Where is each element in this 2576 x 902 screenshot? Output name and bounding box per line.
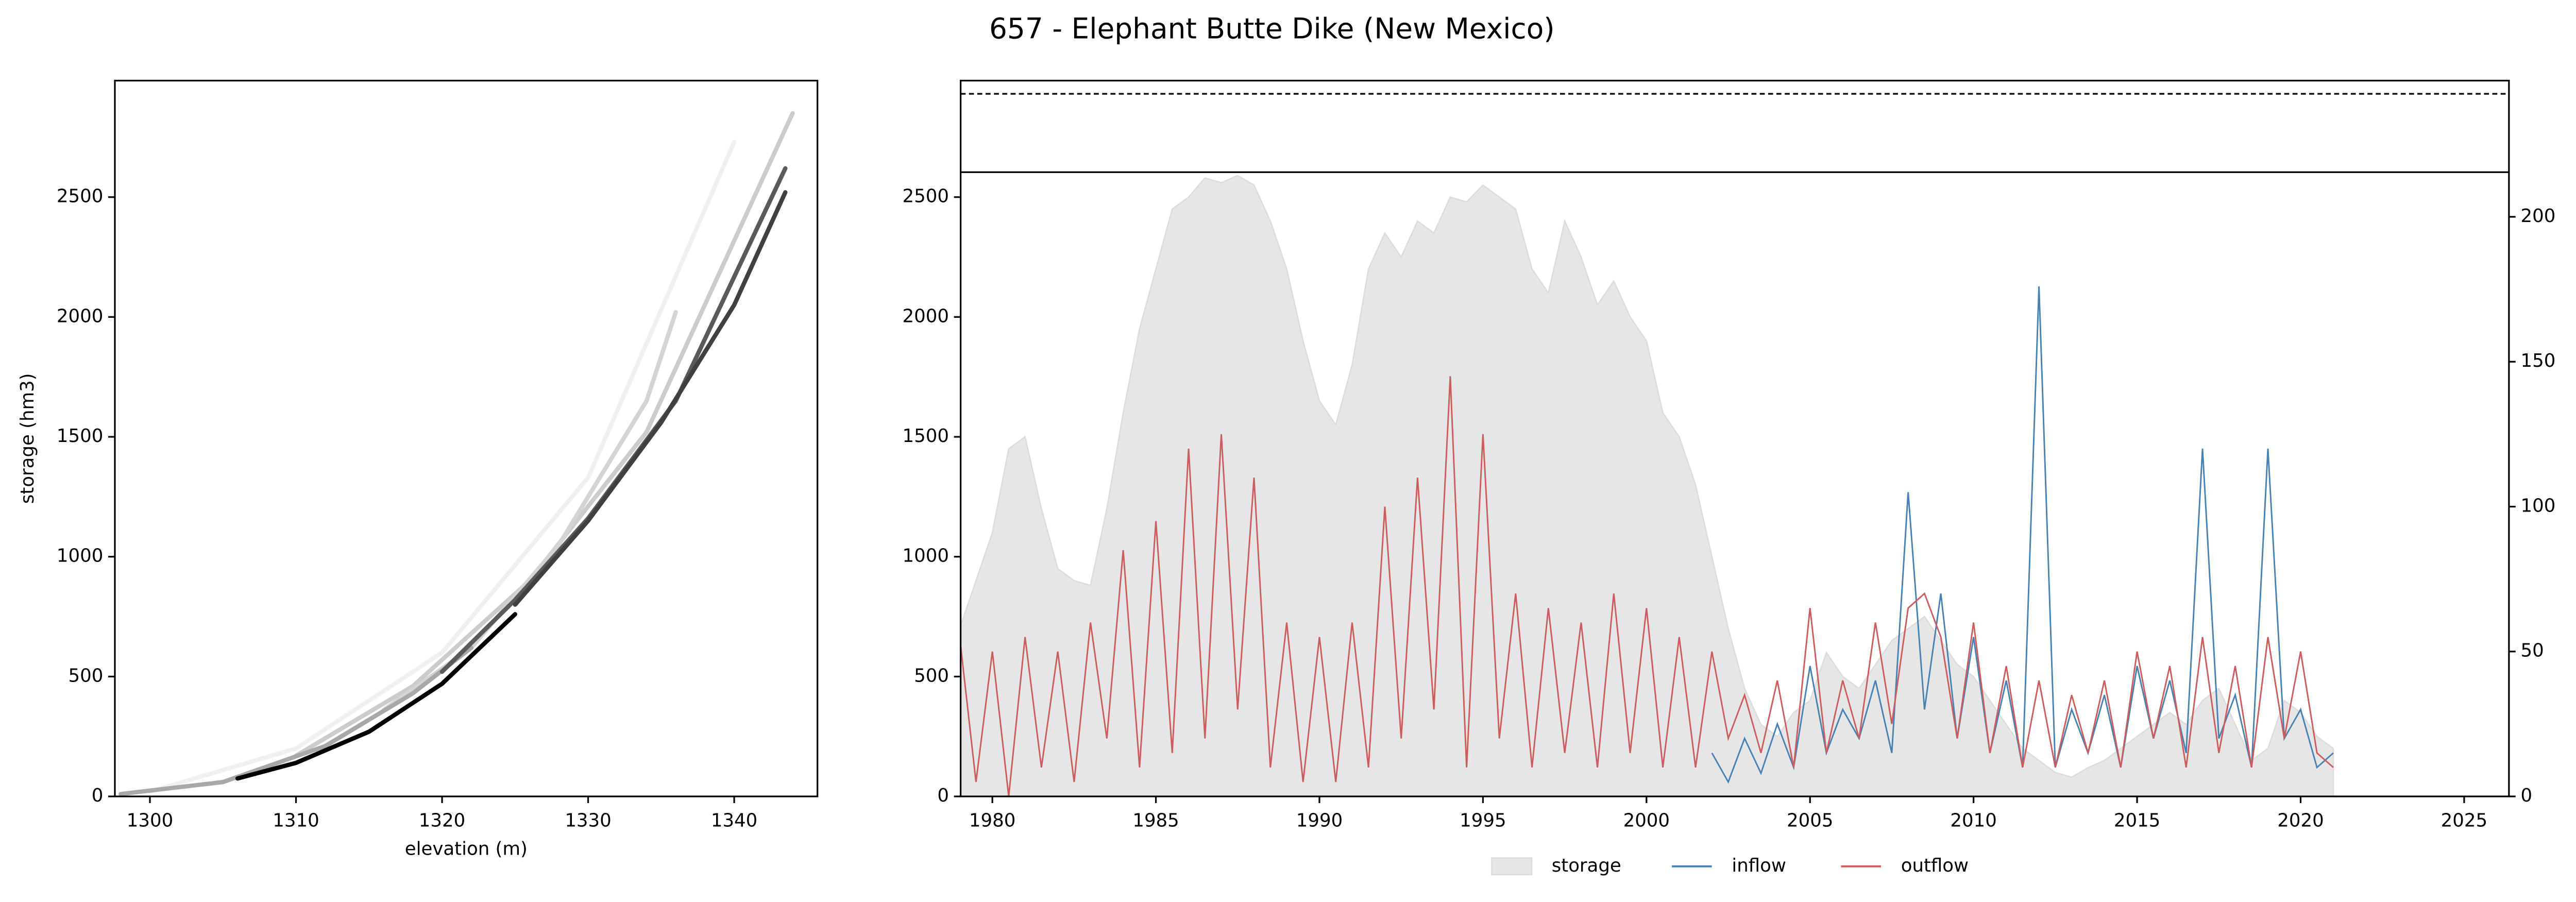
legend-label: inflow (1732, 855, 1786, 876)
y2-tick-label: 50 (2520, 640, 2544, 661)
y-axis-label: storage (hm3) (17, 373, 38, 504)
y-tick-label: 2500 (57, 186, 103, 207)
x-tick-label: 2005 (1787, 810, 1833, 831)
x-tick-label: 1300 (127, 810, 173, 831)
x-tick-label: 1320 (419, 810, 465, 831)
legend-swatch (1491, 857, 1533, 876)
y-tick-label: 500 (914, 665, 949, 686)
x-tick-label: 2000 (1623, 810, 1670, 831)
x-tick-label: 1310 (273, 810, 319, 831)
x-tick-label: 1330 (565, 810, 611, 831)
plot-area (118, 111, 795, 796)
x-tick-label: 2025 (2441, 810, 2487, 831)
storage-area (960, 175, 2334, 797)
x-tick-label: 2010 (1950, 810, 1996, 831)
y2-axis-label: flow (m3/s) (2574, 387, 2576, 490)
flow-line (960, 376, 2334, 797)
y-tick-label: 0 (937, 785, 949, 806)
legend-label: outflow (1901, 855, 1969, 876)
x-tick-label: 2015 (2114, 810, 2160, 831)
x-tick-label: 1340 (711, 810, 757, 831)
y-tick-label: 1500 (57, 426, 103, 447)
curve (118, 645, 473, 796)
x-tick-label: 1980 (969, 810, 1015, 831)
y-tick-label: 500 (69, 665, 104, 686)
y-tick-label: 1000 (903, 546, 949, 567)
figure-title: 657 - Elephant Butte Dike (New Mexico) (989, 12, 1555, 45)
y-tick-label: 2000 (57, 305, 103, 327)
x-tick-label: 2020 (2277, 810, 2324, 831)
y-tick-label: 2500 (903, 186, 949, 207)
axes-frame (114, 79, 819, 797)
x-axis-label: elevation (m) (405, 838, 528, 859)
x-tick-label: 1995 (1460, 810, 1506, 831)
y-tick-label: 0 (92, 785, 104, 806)
x-tick-label: 1985 (1132, 810, 1179, 831)
plot-area (960, 175, 2334, 797)
y2-tick-label: 100 (2520, 495, 2555, 516)
axes-frame (959, 79, 2510, 797)
y-tick-label: 2000 (903, 305, 949, 327)
y-tick-label: 1000 (57, 546, 103, 567)
y2-tick-label: 150 (2520, 350, 2555, 371)
y2-tick-label: 200 (2520, 206, 2555, 227)
curve (147, 140, 737, 794)
y-tick-label: 1500 (903, 426, 949, 447)
curve (235, 612, 517, 781)
y2-tick-label: 0 (2520, 785, 2532, 806)
curve (513, 190, 788, 607)
x-tick-label: 1990 (1296, 810, 1343, 831)
legend-label: storage (1552, 855, 1621, 876)
